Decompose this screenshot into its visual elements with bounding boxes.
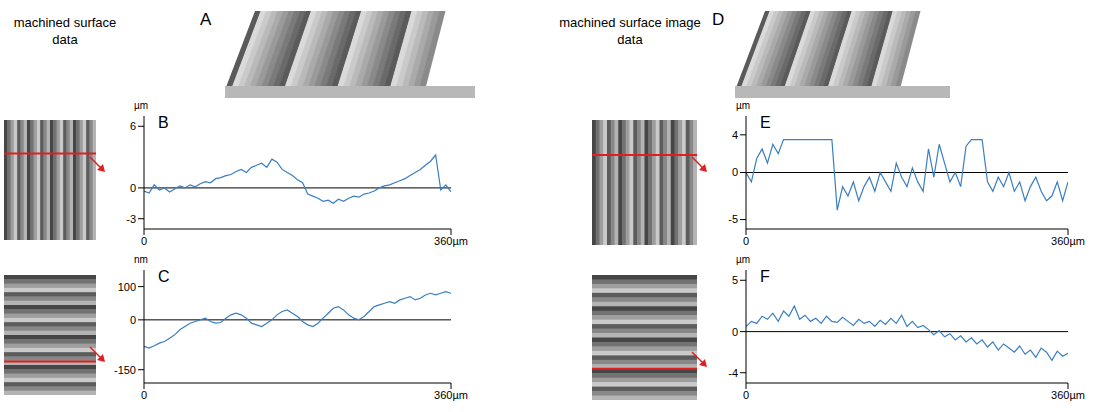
- html-text:F: F: [760, 268, 770, 285]
- html-text:A: A: [200, 10, 212, 29]
- svg-text:0: 0: [732, 166, 738, 178]
- html-text:µm: µm: [736, 254, 751, 265]
- svg-text:0: 0: [743, 235, 749, 247]
- svg-text:100: 100: [118, 281, 136, 293]
- html-text:B: B: [158, 114, 169, 131]
- svg-text:0: 0: [130, 314, 136, 326]
- html-text:D: D: [712, 10, 725, 29]
- svg-text:0: 0: [141, 235, 147, 247]
- html-text:C: C: [158, 268, 170, 285]
- html-text:µm: µm: [134, 100, 149, 111]
- svg-text:6: 6: [130, 120, 136, 132]
- svg-text:0: 0: [732, 326, 738, 338]
- svg-text:0: 0: [743, 389, 749, 401]
- svg-text:-4: -4: [728, 367, 738, 379]
- svg-text:-150: -150: [114, 364, 136, 376]
- svg-text:-5: -5: [728, 213, 738, 225]
- html-text:nm: nm: [134, 254, 148, 265]
- svg-text:360µm: 360µm: [1051, 389, 1085, 401]
- html-text:µm: µm: [736, 100, 751, 111]
- html-text:machined surface image data: machined surface image data: [559, 15, 701, 47]
- svg-text:360µm: 360µm: [434, 389, 468, 401]
- svg-text:4: 4: [732, 129, 738, 141]
- html-text:E: E: [760, 114, 771, 131]
- svg-text:360µm: 360µm: [1051, 235, 1085, 247]
- html-text:machined surface data: machined surface data: [13, 15, 117, 47]
- svg-text:0: 0: [130, 182, 136, 194]
- svg-text:-3: -3: [126, 213, 136, 225]
- svg-text:360µm: 360µm: [434, 235, 468, 247]
- svg-text:5: 5: [732, 274, 738, 286]
- svg-text:0: 0: [141, 389, 147, 401]
